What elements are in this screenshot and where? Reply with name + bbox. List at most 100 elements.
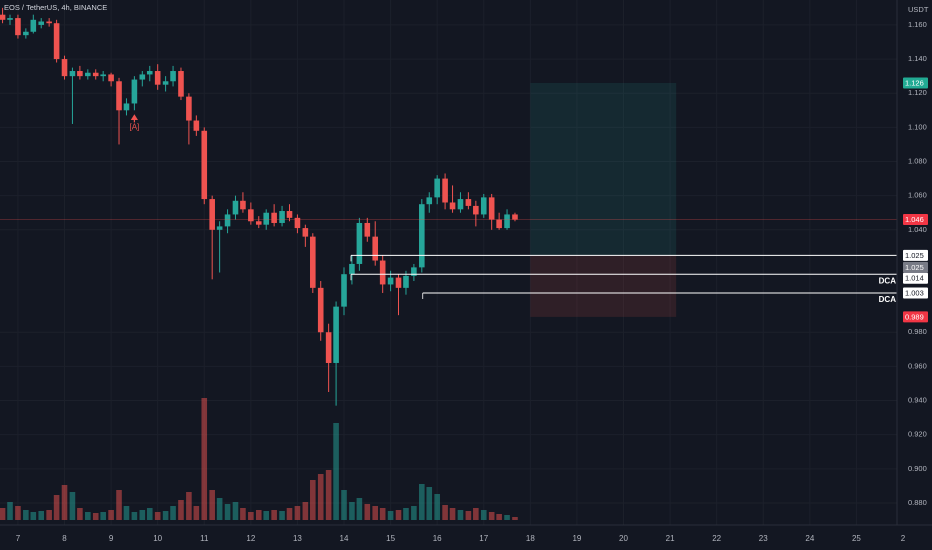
- y-tick-label: 0.960: [908, 361, 927, 370]
- volume-bar: [170, 506, 176, 520]
- x-tick-label: 10: [153, 534, 162, 543]
- current-price-tag: 1.046: [905, 215, 924, 224]
- volume-bar: [512, 517, 518, 520]
- volume-bar: [457, 510, 464, 520]
- candle-body: [356, 222, 363, 264]
- candle-body: [232, 200, 239, 215]
- volume-bar: [46, 510, 52, 520]
- axes: 1.160 1.140 1.120 1.100 1.080 1.060 1.040 0.980…: [16, 20, 928, 543]
- x-tick-label: 15: [386, 534, 395, 543]
- candle-body: [186, 96, 192, 121]
- annotation-text: [A]: [129, 122, 139, 131]
- y-tick-label: 1.060: [908, 191, 927, 200]
- volume-bar: [488, 512, 495, 520]
- volume-bar: [465, 511, 472, 520]
- volume-bar: [286, 508, 293, 520]
- volume-bar: [0, 508, 6, 520]
- volume-bar: [178, 500, 184, 520]
- candle-body: [154, 71, 161, 85]
- candle-body: [69, 71, 76, 77]
- candle-body: [248, 209, 254, 222]
- candle-body: [480, 197, 487, 215]
- x-tick-label: 20: [619, 534, 628, 543]
- volume-bar: [108, 510, 114, 520]
- annotation-arrow: [130, 114, 138, 123]
- volume-bar: [69, 492, 76, 520]
- x-tick-label: 11: [200, 534, 209, 543]
- candle-body: [123, 103, 130, 111]
- chart-title: EOS / TetherUS, 4h, BINANCE: [4, 3, 107, 12]
- volume-bar: [325, 470, 332, 520]
- level-price-tag: 1.003: [905, 288, 924, 297]
- volume-bar: [419, 484, 425, 520]
- candle-body: [372, 236, 379, 261]
- candle-body: [286, 211, 293, 218]
- volume-bar: [364, 504, 371, 520]
- volume-bar: [434, 494, 440, 520]
- candle-body: [15, 18, 21, 36]
- volume-bar: [186, 492, 192, 520]
- overlays: DCA DCA [A]: [0, 114, 897, 304]
- volume-bar: [146, 508, 153, 520]
- candle-body: [0, 14, 6, 20]
- candle-body: [162, 81, 169, 85]
- y-tick-label: 1.080: [908, 156, 927, 165]
- candle-body: [38, 21, 45, 25]
- candle-body: [442, 178, 448, 203]
- candle-body: [53, 23, 60, 60]
- level-price-tag: 1.025: [905, 251, 924, 260]
- candle-body: [61, 59, 68, 77]
- candle-body: [178, 71, 184, 97]
- volume-bar: [139, 510, 146, 520]
- volume-bar: [209, 490, 215, 520]
- x-tick-label: 16: [433, 534, 442, 543]
- profit-zone: [530, 82, 677, 256]
- volume-bar: [271, 510, 277, 520]
- volume-bar: [224, 504, 231, 520]
- current-price-tag-bg: [903, 214, 928, 226]
- y-tick-label: 0.920: [908, 430, 927, 439]
- volume-bar: [449, 508, 456, 520]
- x-tick-label: 18: [526, 534, 535, 543]
- volume-bar: [162, 511, 169, 520]
- stop-price-tag: 0.989: [905, 312, 924, 321]
- y-tick-label: 1.040: [908, 225, 927, 234]
- candle-body: [77, 71, 83, 77]
- candle-body: [434, 178, 440, 198]
- x-tick-label: 14: [340, 534, 349, 543]
- loss-zone: [530, 255, 677, 317]
- x-tick-label: 8: [62, 534, 67, 543]
- candle-body: [108, 74, 114, 82]
- volume-bar: [23, 510, 29, 520]
- candle-body: [302, 228, 309, 237]
- candle-body: [139, 74, 146, 80]
- candle-body: [116, 81, 122, 111]
- stop-price-tag-bg: [903, 311, 928, 323]
- x-tick-label: 24: [805, 534, 814, 543]
- volume-bar: [356, 498, 363, 520]
- volume-bar: [263, 511, 270, 520]
- volume-bar: [480, 510, 487, 520]
- candle-body: [349, 263, 355, 275]
- candle-body: [488, 197, 495, 220]
- volume-bar: [248, 512, 254, 520]
- volume-bar: [302, 502, 309, 520]
- volume-bar: [255, 510, 262, 520]
- y-tick-label: 1.120: [908, 88, 927, 97]
- candle-body: [216, 226, 223, 230]
- level-price-tag-bg: [903, 272, 928, 284]
- volume-bar: [15, 506, 21, 520]
- volume-bar: [442, 505, 448, 520]
- volume-bar: [333, 423, 339, 520]
- target-price-tag: 1.126: [905, 78, 924, 87]
- x-tick-label: 7: [16, 534, 21, 543]
- volume-bar: [131, 512, 138, 520]
- grid: [0, 0, 897, 525]
- volume-bar: [349, 502, 355, 520]
- volume-bar: [504, 515, 510, 520]
- candle-body: [131, 79, 138, 104]
- volume-bar: [85, 512, 91, 520]
- x-tick-label: 22: [712, 534, 721, 543]
